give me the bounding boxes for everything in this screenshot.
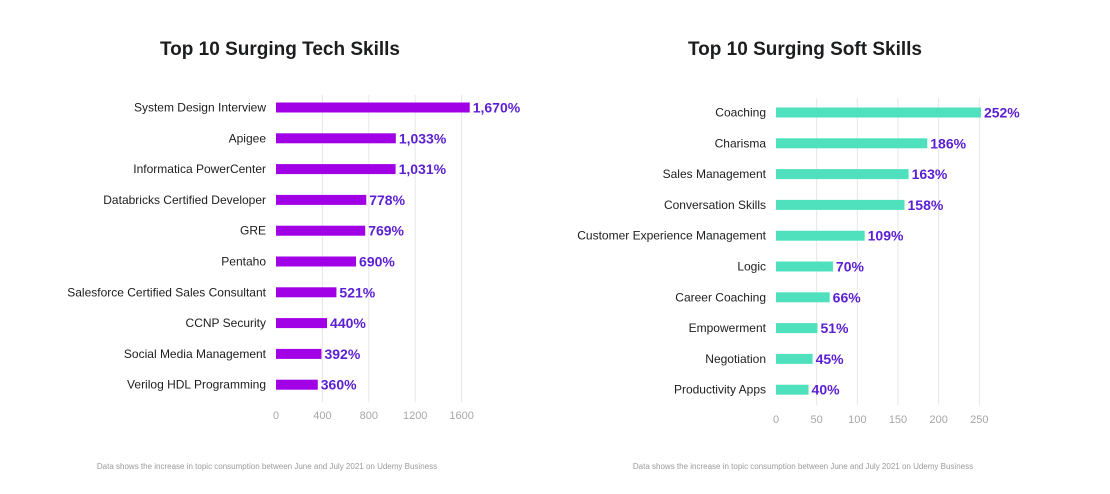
soft-category-label: Negotiation: [705, 352, 766, 366]
tech-skills-chart-svg: Top 10 Surging Tech Skills System Design…: [67, 39, 521, 471]
soft-value-label: 252%: [984, 105, 1020, 121]
soft-bar: [776, 169, 909, 180]
soft-category-label: Career Coaching: [675, 290, 766, 304]
soft-skills-chart-svg: Top 10 Surging Soft Skills Coaching Chari…: [577, 39, 1020, 471]
tech-x-tick-label: 1200: [403, 410, 427, 422]
soft-value-label: 70%: [836, 259, 865, 275]
tech-bar: [276, 102, 470, 113]
tech-category-label: Verilog HDL Programming: [127, 378, 266, 392]
soft-category-label: Customer Experience Management: [577, 229, 766, 243]
tech-category-label: Databricks Certified Developer: [103, 193, 266, 207]
tech-value-label: 440%: [330, 315, 366, 331]
soft-category-label: Sales Management: [663, 167, 767, 181]
tech-value-label: 778%: [369, 192, 405, 208]
tech-bar: [276, 225, 366, 236]
tech-x-tick-label: 400: [313, 410, 331, 422]
tech-value-label: 521%: [339, 284, 375, 300]
soft-value-label: 163%: [912, 166, 948, 182]
tech-category-label: CCNP Security: [186, 316, 266, 330]
soft-x-tick-label: 150: [889, 414, 907, 426]
tech-bar: [276, 348, 322, 359]
tech-value-label: 769%: [368, 223, 404, 239]
soft-value-label: 66%: [833, 289, 862, 305]
tech-chart-footnote: Data shows the increase in topic consump…: [97, 462, 437, 471]
tech-x-tick-label: 1600: [449, 410, 473, 422]
tech-category-label: Informatica PowerCenter: [133, 162, 266, 176]
soft-chart-title: Top 10 Surging Soft Skills: [688, 39, 922, 60]
soft-category-label: Coaching: [715, 106, 766, 120]
tech-chart-title: Top 10 Surging Tech Skills: [160, 39, 400, 60]
soft-bar: [776, 107, 981, 118]
tech-category-label: Salesforce Certified Sales Consultant: [67, 285, 266, 299]
tech-value-label: 392%: [324, 346, 360, 362]
tech-bar: [276, 318, 328, 329]
soft-category-label: Empowerment: [689, 321, 767, 335]
soft-bar: [776, 261, 833, 272]
tech-value-label: 1,031%: [399, 161, 447, 177]
tech-value-label: 360%: [321, 377, 357, 393]
soft-value-label: 186%: [930, 135, 966, 151]
soft-category-label: Conversation Skills: [664, 198, 766, 212]
tech-value-label: 690%: [359, 254, 395, 270]
soft-bar: [776, 353, 813, 364]
soft-x-tick-label: 0: [773, 414, 779, 426]
tech-skills-chart: Top 10 Surging Tech Skills System Design…: [67, 39, 521, 471]
soft-category-label: Productivity Apps: [674, 383, 766, 397]
soft-x-tick-label: 50: [811, 414, 823, 426]
soft-bar: [776, 230, 865, 241]
soft-bar: [776, 199, 905, 210]
tech-category-label: System Design Interview: [134, 101, 266, 115]
soft-category-label: Logic: [737, 260, 766, 274]
soft-value-label: 158%: [908, 197, 944, 213]
soft-x-tick-label: 200: [929, 414, 947, 426]
tech-bar: [276, 194, 367, 205]
soft-skills-chart: Top 10 Surging Soft Skills Coaching Chari…: [555, 0, 1110, 494]
tech-bar: [276, 256, 357, 267]
soft-category-label: Charisma: [715, 136, 767, 150]
soft-value-label: 45%: [816, 351, 845, 367]
soft-bar: [776, 384, 809, 395]
tech-category-label: Pentaho: [221, 255, 266, 269]
soft-value-label: 51%: [820, 320, 849, 336]
tech-bar: [276, 133, 396, 144]
tech-x-tick-label: 800: [360, 410, 378, 422]
tech-category-label: GRE: [240, 224, 266, 238]
soft-x-tick-label: 250: [970, 414, 988, 426]
tech-category-label: Apigee: [229, 131, 267, 145]
soft-value-label: 40%: [812, 382, 841, 398]
soft-x-tick-label: 100: [848, 414, 866, 426]
soft-bar: [776, 292, 830, 303]
soft-value-label: 109%: [868, 228, 904, 244]
soft-bar: [776, 323, 818, 334]
tech-category-label: Social Media Management: [124, 347, 267, 361]
tech-bar: [276, 379, 318, 390]
tech-bar: [276, 287, 337, 298]
tech-bar: [276, 164, 396, 175]
tech-x-tick-label: 0: [273, 410, 279, 422]
tech-value-label: 1,033%: [399, 130, 447, 146]
tech-value-label: 1,670%: [473, 100, 521, 116]
soft-bar: [776, 138, 928, 149]
soft-chart-footnote: Data shows the increase in topic consump…: [633, 462, 973, 471]
